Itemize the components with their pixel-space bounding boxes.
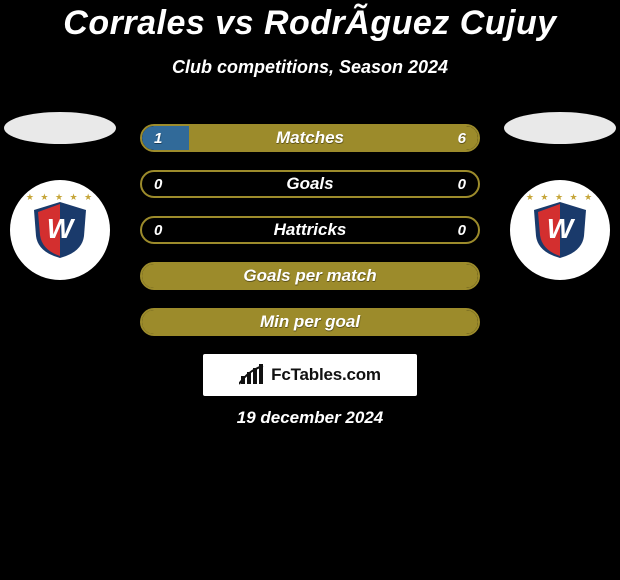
stat-row: Goals0 0 <box>140 170 480 198</box>
shield-icon: W <box>532 200 588 260</box>
stat-row: Goals per match <box>140 262 480 290</box>
brand-text: FcTables.com <box>271 365 381 385</box>
comparison-bars: Matches16Goals00Hattricks00Goals per mat… <box>140 124 480 336</box>
right-player-column: ★ ★ ★ ★ ★ W <box>500 112 620 280</box>
bar-chart-icon <box>239 364 265 386</box>
club-badge-left: ★ ★ ★ ★ ★ W <box>10 180 110 280</box>
page-title: Corrales vs RodrÃ­guez Cujuy <box>0 0 620 43</box>
stat-label: Hattricks <box>142 218 478 242</box>
stat-label: Goals <box>142 172 478 196</box>
brand-box: FcTables.com <box>203 354 417 396</box>
club-badge-right: ★ ★ ★ ★ ★ W <box>510 180 610 280</box>
stat-value-left: 1 <box>154 126 162 150</box>
date-label: 19 december 2024 <box>0 408 620 428</box>
stat-row: Min per goal <box>140 308 480 336</box>
subtitle: Club competitions, Season 2024 <box>0 57 620 78</box>
stat-label: Matches <box>142 126 478 150</box>
stat-value-right: 0 <box>458 172 466 196</box>
player-avatar-right <box>504 112 616 144</box>
player-avatar-left <box>4 112 116 144</box>
stat-row: Matches1 6 <box>140 124 480 152</box>
stat-value-left: 0 <box>154 172 162 196</box>
stat-label: Goals per match <box>142 264 478 288</box>
stat-value-right: 0 <box>458 218 466 242</box>
shield-icon: W <box>32 200 88 260</box>
comparison-card: Corrales vs RodrÃ­guez Cujuy Club compet… <box>0 0 620 580</box>
svg-text:W: W <box>47 213 76 244</box>
stat-value-right: 6 <box>458 126 466 150</box>
stat-row: Hattricks0 0 <box>140 216 480 244</box>
stat-label: Min per goal <box>142 310 478 334</box>
badge-stars-right: ★ ★ ★ ★ ★ <box>526 192 594 203</box>
svg-text:W: W <box>547 213 576 244</box>
stat-value-left: 0 <box>154 218 162 242</box>
badge-stars-left: ★ ★ ★ ★ ★ <box>26 192 94 203</box>
left-player-column: ★ ★ ★ ★ ★ W <box>0 112 120 280</box>
